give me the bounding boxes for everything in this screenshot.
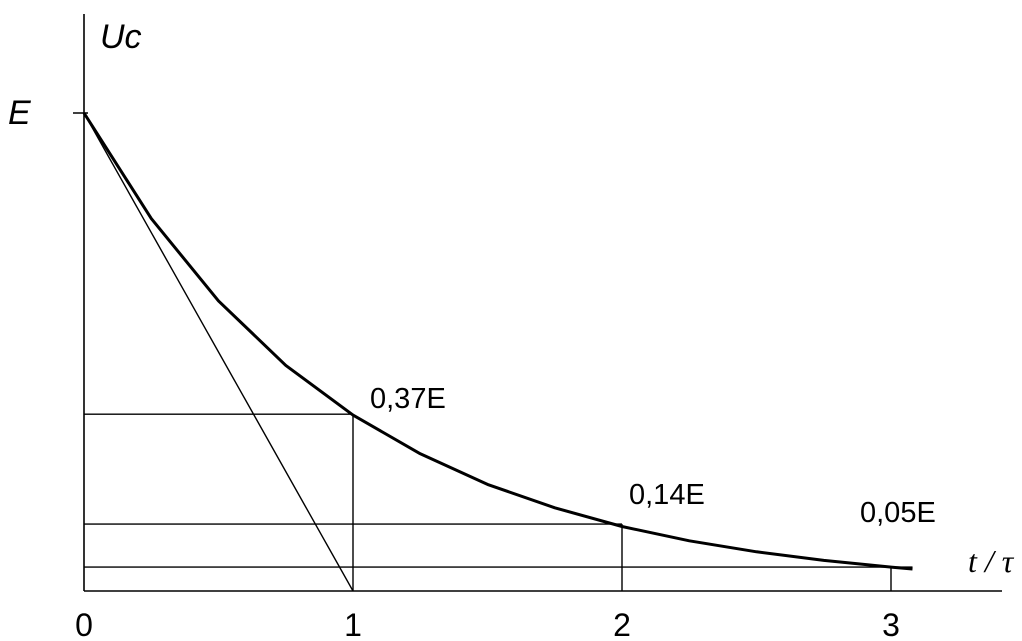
y-axis-label: Uc bbox=[100, 18, 142, 56]
curve-layer bbox=[82, 112, 913, 592]
decay-curve bbox=[82, 112, 913, 571]
reference-lines bbox=[84, 413, 913, 591]
annotation-037e: 0,37E bbox=[370, 383, 446, 415]
x-tick-label-3: 3 bbox=[882, 607, 900, 641]
x-tick-label-0: 0 bbox=[75, 607, 93, 641]
x-tick-label-2: 2 bbox=[613, 607, 631, 641]
y-tick-label-e: E bbox=[8, 94, 31, 132]
x-tick-label-1: 1 bbox=[344, 607, 362, 641]
annotation-005e: 0,05E bbox=[860, 497, 936, 529]
tangent-line bbox=[83, 112, 354, 592]
labels: Uc E t / τ 0 1 2 3 0,37E 0,14E 0,05E bbox=[8, 18, 1015, 641]
annotation-014e: 0,14E bbox=[629, 479, 705, 511]
x-axis-label: t / τ bbox=[968, 543, 1015, 579]
